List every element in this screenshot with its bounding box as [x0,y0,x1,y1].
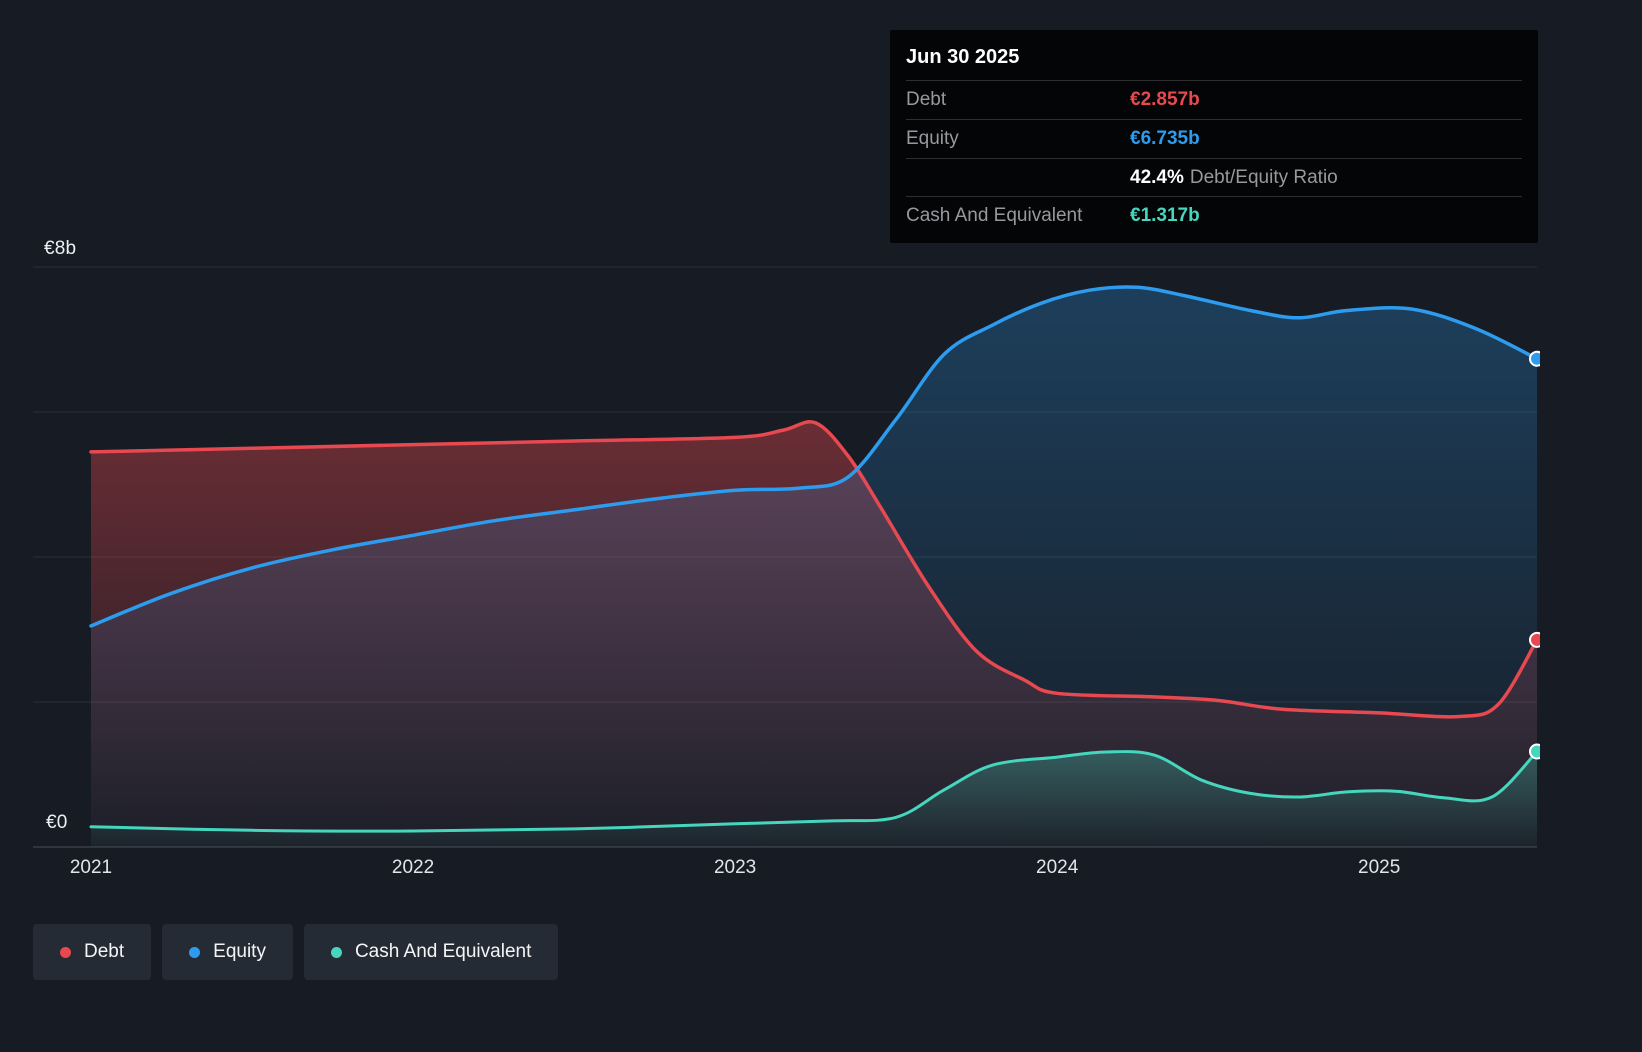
cash-and-equivalent-area [91,751,1537,847]
legend-equity-label: Equity [213,941,266,962]
tooltip-cash-value: €1.317b [1130,205,1200,227]
chart-canvas[interactable] [0,0,1540,1052]
legend-item-cash[interactable]: Cash And Equivalent [303,924,559,980]
debt-end-marker-icon [1529,631,1540,648]
tooltip-debt-value: €2.857b [1130,89,1200,110]
tooltip-ratio-label: Debt/Equity Ratio [1189,166,1338,188]
tooltip-row-debt: Debt €2.857b [906,80,1522,119]
chart-tooltip: Jun 30 2025 Debt €2.857b Equity €6.735b … [890,30,1538,243]
x-tick-2022: 2022 [391,857,435,878]
tooltip-cash-label: Cash And Equivalent [906,205,1083,227]
legend-debt-label: Debt [84,941,125,962]
legend-cash-label: Cash And Equivalent [354,941,532,962]
tooltip-equity-label: Equity [906,127,959,149]
cash-and-equivalent-line [89,750,1539,833]
tooltip-debt-label: Debt [906,89,947,110]
equity-series-dot-icon [189,946,201,958]
tooltip-row-equity: Equity €6.735b [906,118,1522,158]
cash-and-equivalent-end-marker-icon [1529,743,1540,760]
cash-series-dot-icon [330,946,342,958]
equity-area [91,286,1537,847]
tooltip-row-cash: Cash And Equivalent €1.317b [906,196,1522,235]
y-axis-label-top: €8b [44,238,77,259]
tooltip-equity-value: €6.735b [1130,127,1200,149]
legend-item-debt[interactable]: Debt [33,924,152,980]
legend: Debt Equity Cash And Equivalent [33,924,559,980]
tooltip-ratio: 42.4% Debt/Equity Ratio [1130,166,1338,190]
x-tick-2023: 2023 [713,857,757,878]
x-tick-2021: 2021 [69,857,113,878]
y-axis-label-zero: €0 [46,812,68,833]
tooltip-row-ratio: 42.4% Debt/Equity Ratio [906,157,1522,197]
equity-end-marker-icon [1529,350,1540,367]
debt-line [89,420,1539,719]
tooltip-ratio-value: 42.4% [1130,166,1184,188]
debt-series-dot-icon [60,946,71,958]
tooltip-date: Jun 30 2025 [906,46,1020,68]
x-tick-2024: 2024 [1036,857,1079,878]
legend-item-equity[interactable]: Equity [162,924,293,980]
x-tick-2025: 2025 [1358,857,1401,878]
equity-line [89,285,1539,628]
